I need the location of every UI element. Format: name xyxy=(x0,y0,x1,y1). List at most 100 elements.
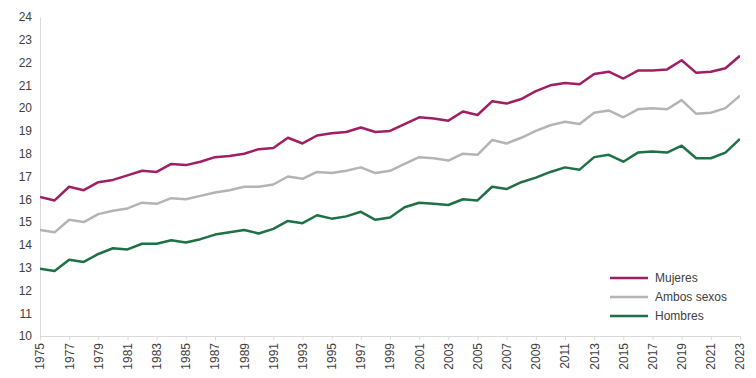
x-tick-label: 2015 xyxy=(617,343,631,370)
x-tick: 1975 xyxy=(33,336,47,370)
x-tick: 2003 xyxy=(442,336,456,370)
x-tick-mark xyxy=(40,336,41,340)
series-line xyxy=(40,56,740,201)
chart: 1011121314151617181920212223241975197719… xyxy=(0,0,756,378)
x-tick-label: 1989 xyxy=(238,343,252,370)
series-line xyxy=(40,139,740,271)
x-tick: 2015 xyxy=(617,336,631,370)
x-tick-label: 1977 xyxy=(63,343,77,370)
x-tick-label: 2009 xyxy=(529,343,543,370)
legend-swatch xyxy=(610,277,648,280)
x-tick-mark xyxy=(740,336,741,340)
x-tick-mark xyxy=(273,336,274,340)
legend-swatch xyxy=(610,315,648,318)
x-tick-label: 2011 xyxy=(558,343,572,369)
y-tick: 24 xyxy=(19,10,40,24)
x-tick-label: 1993 xyxy=(296,343,310,370)
x-tick-mark xyxy=(244,336,245,340)
y-tick-label: 10 xyxy=(19,329,33,343)
x-tick: 1985 xyxy=(179,336,193,370)
x-tick: 1995 xyxy=(325,336,339,370)
legend-label: Hombres xyxy=(655,309,704,323)
y-tick: 16 xyxy=(19,193,40,207)
x-tick-mark xyxy=(711,336,712,340)
x-tick-mark xyxy=(332,336,333,340)
lines-inner xyxy=(40,56,740,271)
x-tick: 2011 xyxy=(558,336,572,369)
y-axis: 101112131415161718192021222324 xyxy=(19,10,41,343)
x-tick-mark xyxy=(448,336,449,340)
x-tick-mark xyxy=(69,336,70,340)
y-tick: 13 xyxy=(19,261,40,275)
x-tick: 1989 xyxy=(238,336,252,370)
x-tick-mark xyxy=(623,336,624,340)
x-tick: 1981 xyxy=(121,336,135,370)
x-tick-label: 1975 xyxy=(33,343,47,370)
x-tick-label: 1981 xyxy=(121,343,135,370)
x-tick-mark xyxy=(361,336,362,340)
y-tick-label: 23 xyxy=(19,33,33,47)
x-tick-mark xyxy=(565,336,566,340)
x-tick-label: 1983 xyxy=(150,343,164,370)
x-tick-mark xyxy=(303,336,304,340)
x-tick: 2001 xyxy=(413,336,427,370)
y-tick: 12 xyxy=(19,284,40,298)
x-tick-label: 2007 xyxy=(500,343,514,370)
x-tick-mark xyxy=(653,336,654,340)
x-tick-mark xyxy=(186,336,187,340)
x-tick-label: 2013 xyxy=(588,343,602,370)
y-tick: 20 xyxy=(19,101,40,115)
x-tick-mark xyxy=(157,336,158,340)
x-axis-line xyxy=(41,337,741,341)
y-tick: 18 xyxy=(19,147,40,161)
y-tick-label: 16 xyxy=(19,193,33,207)
y-tick-label: 14 xyxy=(19,238,33,252)
y-tick: 19 xyxy=(19,124,40,138)
legend-label: Ambos sexos xyxy=(655,290,727,304)
y-tick: 23 xyxy=(19,33,40,47)
x-tick: 2007 xyxy=(500,336,514,370)
x-tick-label: 1995 xyxy=(325,343,339,370)
y-tick-label: 19 xyxy=(19,124,33,138)
x-tick-label: 1991 xyxy=(267,343,281,370)
x-tick-label: 1987 xyxy=(208,343,222,370)
x-tick-mark xyxy=(594,336,595,340)
y-axis-line xyxy=(40,18,41,337)
x-tick: 1987 xyxy=(208,336,222,370)
y-tick-label: 12 xyxy=(19,284,33,298)
x-tick-label: 2019 xyxy=(675,343,689,370)
x-tick-label: 2021 xyxy=(704,343,718,370)
x-tick: 1999 xyxy=(383,336,397,370)
y-tick-label: 24 xyxy=(19,10,33,24)
y-tick: 11 xyxy=(20,307,40,321)
x-tick-label: 2017 xyxy=(646,343,660,370)
x-tick: 2017 xyxy=(646,336,660,370)
x-tick-label: 2001 xyxy=(413,343,427,370)
y-tick-label: 21 xyxy=(19,79,33,93)
x-tick-label: 1985 xyxy=(179,343,193,370)
x-tick-mark xyxy=(419,336,420,340)
x-tick: 2005 xyxy=(471,336,485,370)
y-tick: 14 xyxy=(19,238,40,252)
y-tick-label: 17 xyxy=(19,170,33,184)
x-tick: 1977 xyxy=(63,336,77,370)
x-tick-mark xyxy=(478,336,479,340)
x-tick-label: 2023 xyxy=(733,343,747,370)
x-tick-mark xyxy=(390,336,391,340)
y-tick: 17 xyxy=(19,170,40,184)
lines xyxy=(40,56,740,271)
x-tick: 1993 xyxy=(296,336,310,370)
y-tick-label: 15 xyxy=(19,215,33,229)
legend-label: Mujeres xyxy=(655,271,698,285)
x-tick-mark xyxy=(682,336,683,340)
y-tick: 10 xyxy=(19,329,40,343)
x-tick: 2019 xyxy=(675,336,689,370)
x-tick-label: 1999 xyxy=(383,343,397,370)
x-tick: 1991 xyxy=(267,336,281,370)
x-tick: 1979 xyxy=(92,336,106,370)
y-tick-label: 13 xyxy=(19,261,33,275)
y-tick-label: 20 xyxy=(19,101,33,115)
y-tick: 15 xyxy=(19,215,40,229)
plot: 1011121314151617181920212223241975197719… xyxy=(19,10,748,369)
x-tick: 2023 xyxy=(733,336,747,370)
